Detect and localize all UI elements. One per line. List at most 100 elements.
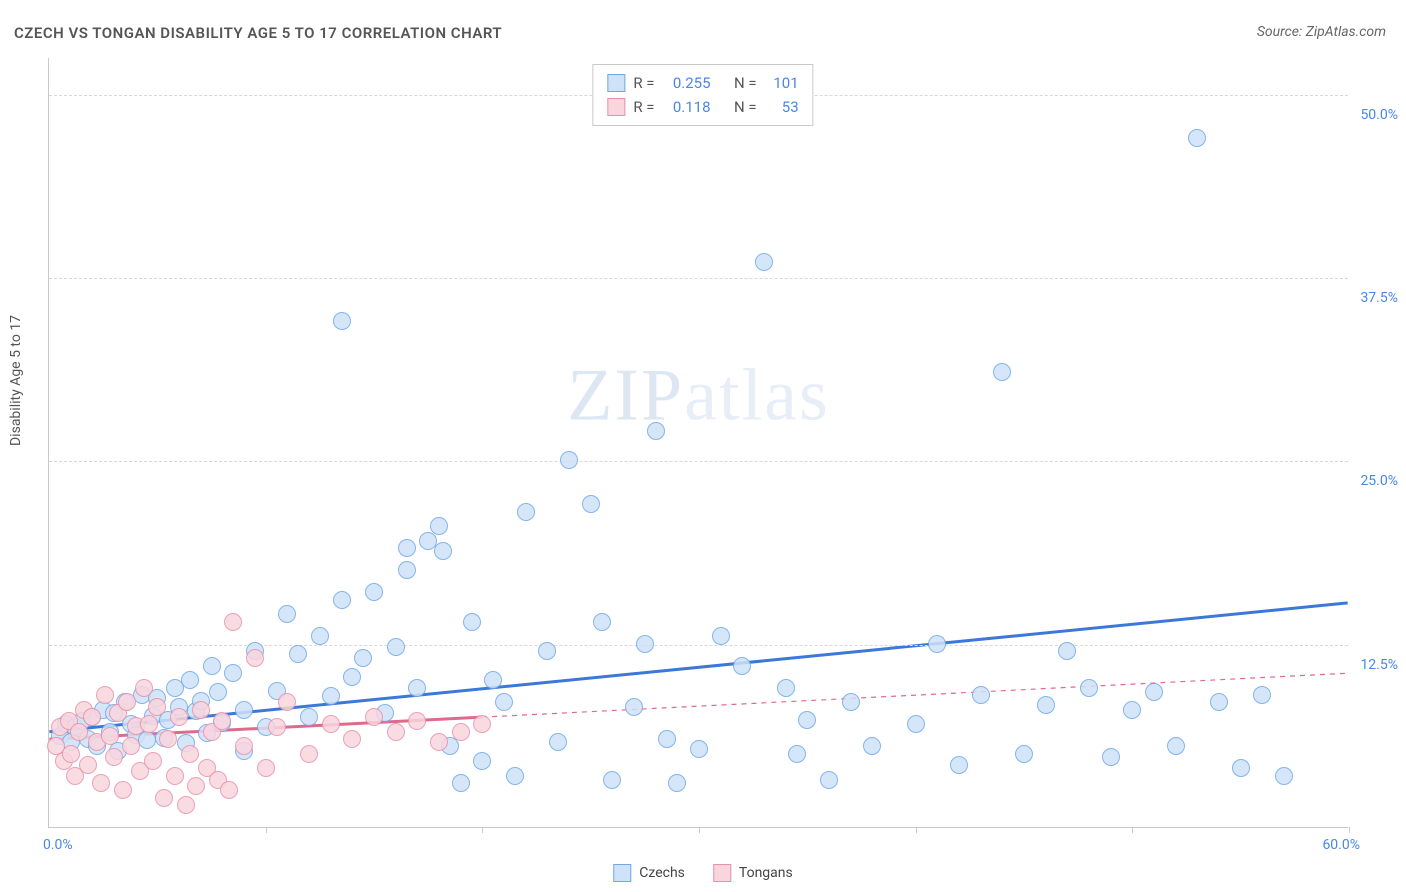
data-point: [177, 796, 195, 814]
stat-r-value: 0.255: [663, 71, 711, 95]
legend-label: Czechs: [639, 865, 685, 881]
data-point: [788, 745, 806, 763]
x-tick: [1349, 827, 1350, 833]
x-tick: [1132, 827, 1133, 833]
data-point: [473, 715, 491, 733]
legend-swatch: [607, 74, 625, 92]
legend-swatch: [607, 98, 625, 116]
data-point: [549, 733, 567, 751]
data-point: [484, 671, 502, 689]
data-point: [333, 312, 351, 330]
data-point: [278, 605, 296, 623]
data-point: [166, 767, 184, 785]
y-axis-title: Disability Age 5 to 17: [8, 315, 24, 446]
data-point: [950, 756, 968, 774]
data-point: [647, 422, 665, 440]
data-point: [122, 737, 140, 755]
data-point: [101, 727, 119, 745]
data-point: [668, 774, 686, 792]
data-point: [398, 561, 416, 579]
data-point: [181, 745, 199, 763]
data-point: [408, 712, 426, 730]
data-point: [70, 723, 88, 741]
data-point: [733, 657, 751, 675]
data-point: [114, 781, 132, 799]
data-point: [452, 723, 470, 741]
data-point: [495, 693, 513, 711]
data-point: [105, 748, 123, 766]
data-point: [300, 708, 318, 726]
data-point: [289, 645, 307, 663]
data-point: [658, 730, 676, 748]
x-tick: [916, 827, 917, 833]
stat-r-label: R =: [633, 95, 654, 119]
data-point: [755, 253, 773, 271]
data-point: [1123, 701, 1141, 719]
data-point: [79, 756, 97, 774]
data-point: [636, 635, 654, 653]
data-point: [209, 683, 227, 701]
data-point: [83, 708, 101, 726]
data-point: [140, 715, 158, 733]
data-point: [300, 745, 318, 763]
data-point: [181, 671, 199, 689]
data-point: [1253, 686, 1271, 704]
data-point: [842, 693, 860, 711]
data-point: [118, 693, 136, 711]
data-point: [148, 698, 166, 716]
y-tick-label: 12.5%: [1360, 657, 1398, 673]
stat-n-value: 53: [765, 95, 799, 119]
legend-item: Czechs: [613, 864, 685, 882]
stat-n-label: N =: [734, 71, 757, 95]
data-point: [603, 771, 621, 789]
data-point: [1058, 642, 1076, 660]
data-point: [387, 638, 405, 656]
data-point: [777, 679, 795, 697]
legend-stats-box: R =0.255 N =101R =0.118 N =53: [592, 64, 813, 126]
chart-title: CZECH VS TONGAN DISABILITY AGE 5 TO 17 C…: [14, 24, 502, 42]
data-point: [452, 774, 470, 792]
data-point: [144, 752, 162, 770]
data-point: [203, 657, 221, 675]
y-tick-label: 37.5%: [1360, 290, 1398, 306]
gridline: [49, 278, 1348, 279]
legend-item: Tongans: [713, 864, 793, 882]
data-point: [1167, 737, 1185, 755]
data-point: [993, 363, 1011, 381]
data-point: [820, 771, 838, 789]
data-point: [517, 503, 535, 521]
legend-swatch: [713, 864, 731, 882]
data-point: [333, 591, 351, 609]
data-point: [1080, 679, 1098, 697]
data-point: [972, 686, 990, 704]
data-point: [354, 649, 372, 667]
data-point: [434, 542, 452, 560]
data-point: [235, 701, 253, 719]
source-credit: Source: ZipAtlas.com: [1257, 24, 1386, 40]
watermark: ZIPatlas: [567, 354, 830, 439]
y-tick-label: 50.0%: [1360, 107, 1398, 123]
data-point: [398, 539, 416, 557]
data-point: [365, 583, 383, 601]
stat-n-label: N =: [734, 95, 757, 119]
data-point: [213, 712, 231, 730]
data-point: [311, 627, 329, 645]
data-point: [1145, 683, 1163, 701]
data-point: [506, 767, 524, 785]
x-axis-min-label: 0.0%: [43, 837, 73, 853]
stat-r-value: 0.118: [663, 95, 711, 119]
data-point: [1102, 748, 1120, 766]
data-point: [224, 613, 242, 631]
data-point: [560, 451, 578, 469]
x-tick: [699, 827, 700, 833]
data-point: [538, 642, 556, 660]
data-point: [343, 668, 361, 686]
data-point: [62, 745, 80, 763]
data-point: [690, 740, 708, 758]
legend-bottom: Czechs Tongans: [613, 864, 792, 882]
x-axis-max-label: 60.0%: [1322, 837, 1360, 853]
scatter-plot: ZIPatlas 0.0% 60.0% 12.5%25.0%37.5%50.0%: [48, 58, 1348, 828]
data-point: [257, 759, 275, 777]
data-point: [625, 698, 643, 716]
data-point: [798, 711, 816, 729]
